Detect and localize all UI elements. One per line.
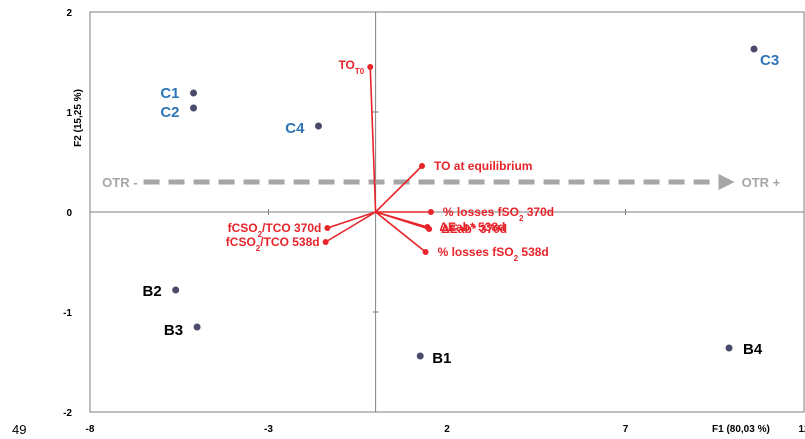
observation-point [190,89,198,97]
observation-label: C4 [285,120,305,137]
variable-point [322,239,329,245]
observation-label: B2 [142,283,161,300]
variable-label: fCSO2/TCO 538d [226,235,320,253]
otr-plus-label: OTR + [742,175,781,190]
variable-vector [325,211,377,243]
variable-vector [327,211,376,229]
otr-minus-label: OTR - [102,175,137,190]
observation-label: C2 [160,104,179,121]
observation-point [725,344,733,352]
observation-label: C3 [760,52,779,69]
y-tick-label: 1 [66,108,72,119]
x-tick-label: 2 [444,424,450,435]
x-tick-label: 12 [798,424,805,435]
variable-point [427,209,434,215]
y-axis-label: F2 (15,25 %) [73,89,84,147]
variable-point [419,163,426,169]
variable-point [367,64,374,70]
variable-point [324,225,331,231]
observation-point [314,122,322,130]
y-tick-label: -1 [63,308,72,319]
variable-point [422,249,429,255]
observation-label: B4 [743,341,763,358]
y-tick-label: 2 [66,8,72,19]
variable-vector [375,165,423,213]
variable-label: ΔEab* 538d [439,220,505,234]
x-tick-label: -8 [86,424,95,435]
variable-label: % losses fSO2 370d [443,205,554,223]
variable-label: fCSO2/TCO 370d [228,221,322,239]
observation-point [193,323,201,331]
observation-label: B1 [432,350,451,367]
variable-vector [375,211,427,253]
variable-point [426,226,433,232]
variable-vector [369,66,377,213]
y-tick-label: -2 [63,408,72,419]
observation-label: C1 [160,85,179,102]
y-tick-label: 0 [66,208,72,219]
variable-label: % losses fSO2 538d [438,245,549,263]
observation-label: B3 [164,322,183,339]
observation-point [416,352,424,360]
x-tick-label: 7 [623,424,629,435]
page-number: 49 [12,422,27,437]
otr-arrow-head [718,174,735,190]
variable-label: ΔEab* 370d [441,222,507,236]
x-tick-label: -3 [264,424,273,435]
x-axis-label: F1 (80,03 %) [712,424,770,435]
observation-point [750,45,758,53]
variable-vector [375,211,430,230]
variable-label: TO at equilibrium [434,159,532,173]
variable-label: TOT0 [338,58,364,76]
observation-point [190,104,198,112]
observation-point [172,286,180,294]
